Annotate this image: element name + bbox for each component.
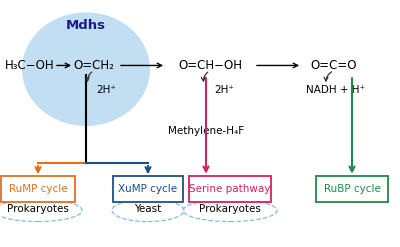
Text: 2H⁺: 2H⁺	[214, 85, 234, 95]
Text: H₃C−OH: H₃C−OH	[5, 59, 55, 72]
Text: O=C=O: O=C=O	[311, 59, 357, 72]
Text: RuBP cycle: RuBP cycle	[324, 184, 380, 194]
Text: NADH + H⁺: NADH + H⁺	[306, 85, 365, 95]
FancyBboxPatch shape	[189, 176, 271, 202]
FancyBboxPatch shape	[1, 176, 75, 202]
Text: O=CH−OH: O=CH−OH	[178, 59, 242, 72]
Text: Prokaryotes: Prokaryotes	[199, 204, 261, 214]
Text: Mdhs: Mdhs	[66, 20, 106, 32]
Text: O=CH₂: O=CH₂	[74, 59, 114, 72]
FancyBboxPatch shape	[316, 176, 388, 202]
Text: Prokaryotes: Prokaryotes	[7, 204, 69, 214]
Ellipse shape	[22, 12, 150, 126]
Text: Methylene-H₄F: Methylene-H₄F	[168, 126, 244, 136]
Text: Yeast: Yeast	[134, 204, 162, 214]
FancyBboxPatch shape	[113, 176, 183, 202]
Text: RuMP cycle: RuMP cycle	[9, 184, 67, 194]
Text: XuMP cycle: XuMP cycle	[118, 184, 178, 194]
Text: Serine pathway: Serine pathway	[189, 184, 271, 194]
Text: 2H⁺: 2H⁺	[96, 85, 116, 95]
